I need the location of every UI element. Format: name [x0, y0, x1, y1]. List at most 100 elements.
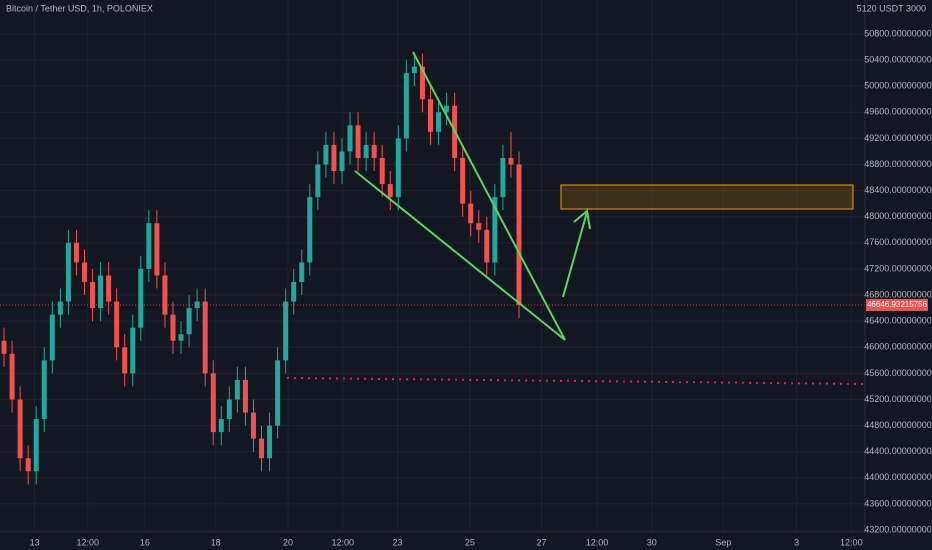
candle-body — [267, 425, 273, 459]
y-tick-label: 46000.00000000 — [864, 342, 932, 352]
candle-body — [138, 268, 144, 328]
candles — [0, 53, 865, 485]
candle-body — [516, 164, 522, 306]
candle-body — [323, 144, 329, 165]
candle-body — [283, 301, 289, 361]
candle-body — [315, 164, 321, 198]
y-tick-label: 48000.00000000 — [864, 211, 932, 221]
candle-body — [226, 399, 232, 420]
x-tick-label: 12:00 — [76, 537, 99, 547]
candle-body — [259, 438, 265, 459]
x-tick-label: 30 — [647, 537, 657, 547]
candle-body — [476, 223, 482, 230]
candle-body — [395, 138, 401, 198]
y-tick-label: 43200.00000000 — [864, 524, 932, 534]
candle-body — [355, 125, 361, 158]
candle-body — [122, 347, 128, 374]
wedge-lower — [354, 170, 566, 341]
x-tick-label: 3 — [794, 537, 799, 547]
candle-body — [371, 144, 377, 158]
y-tick-label: 45200.00000000 — [864, 394, 932, 404]
candle-body — [379, 157, 385, 185]
candle-body — [387, 184, 393, 198]
last-price-label: 46646.93215756 — [867, 300, 928, 309]
x-tick-label: 23 — [392, 537, 402, 547]
candle-body — [492, 197, 498, 263]
x-tick-label: 13 — [30, 537, 40, 547]
candle-body — [73, 242, 79, 263]
y-tick-label: 46400.00000000 — [864, 316, 932, 326]
y-tick-label: 48800.00000000 — [864, 159, 932, 169]
axes: 43200.00000000 43600.00000000 44000.000000… — [30, 28, 932, 547]
y-tick-label: 45600.00000000 — [864, 368, 932, 378]
candle-body — [411, 66, 417, 74]
candle-body — [218, 419, 224, 433]
candle-body — [81, 262, 87, 282]
candle-body — [17, 399, 23, 459]
candle-body — [210, 373, 216, 433]
candle-body — [403, 73, 409, 139]
candle-body — [427, 99, 433, 132]
candle-body — [508, 157, 514, 165]
candle-body — [242, 379, 248, 413]
wedge-upper — [412, 51, 566, 341]
candle-body — [57, 301, 63, 315]
candle-body — [49, 314, 55, 361]
candle-body — [65, 242, 71, 302]
y-tick-label: 49200.00000000 — [864, 133, 932, 143]
y-tick-label: 44800.00000000 — [864, 420, 932, 430]
candle-body — [1, 340, 7, 354]
candle-body — [484, 229, 490, 263]
x-tick-label: 12:00 — [840, 537, 863, 547]
candle-body — [90, 281, 96, 309]
y-tick-label: 46800.00000000 — [864, 289, 932, 299]
y-tick-label: 49600.00000000 — [864, 107, 932, 117]
candle-body — [436, 112, 442, 132]
last-price-box — [866, 299, 928, 312]
x-tick-label: Sep — [715, 537, 731, 547]
candle-body — [291, 281, 297, 302]
x-tick-label: 12:00 — [332, 537, 355, 547]
candle-body — [460, 157, 466, 204]
candle-body — [444, 105, 450, 113]
y-tick-label: 50000.00000000 — [864, 81, 932, 91]
candle-body — [234, 379, 240, 400]
y-tick-label: 43600.00000000 — [864, 498, 932, 508]
x-tick-label: 25 — [465, 537, 475, 547]
candle-body — [33, 419, 39, 472]
y-tick-label: 44000.00000000 — [864, 472, 932, 482]
candle-body — [331, 144, 337, 172]
candle-body — [500, 157, 506, 198]
candle-body — [275, 360, 281, 426]
candle-body — [307, 197, 313, 263]
grid — [0, 0, 865, 532]
target-zone — [560, 184, 854, 210]
y-tick-label: 48400.00000000 — [864, 185, 932, 195]
x-tick-label: 18 — [211, 537, 221, 547]
candle-body — [154, 223, 160, 276]
candle-body — [339, 151, 345, 172]
y-tick-label: 50400.00000000 — [864, 54, 932, 64]
y-tick-label: 47200.00000000 — [864, 263, 932, 273]
candle-body — [419, 66, 425, 100]
y-tick-label: 44400.00000000 — [864, 446, 932, 456]
candle-body — [114, 301, 120, 348]
arrow-head — [573, 209, 591, 230]
candle-body — [130, 327, 136, 374]
candle-body — [98, 275, 104, 309]
x-tick-label: 12:00 — [586, 537, 609, 547]
y-tick-label: 47600.00000000 — [864, 237, 932, 247]
y-tick-label: 50800.00000000 — [864, 28, 932, 38]
candle-body — [347, 125, 353, 152]
candle-body — [250, 412, 256, 439]
chart-title: Bitcoin / Tether USD, 1h, POLONIEX — [6, 3, 153, 13]
candle-body — [146, 223, 152, 269]
candle-body — [9, 353, 15, 400]
candle-body — [202, 301, 208, 374]
candle-body — [299, 262, 305, 282]
candle-body — [468, 203, 474, 224]
candle-body — [41, 360, 47, 420]
axis-header: 5120 USDT 3000 — [857, 3, 926, 13]
candle-body — [106, 275, 112, 302]
